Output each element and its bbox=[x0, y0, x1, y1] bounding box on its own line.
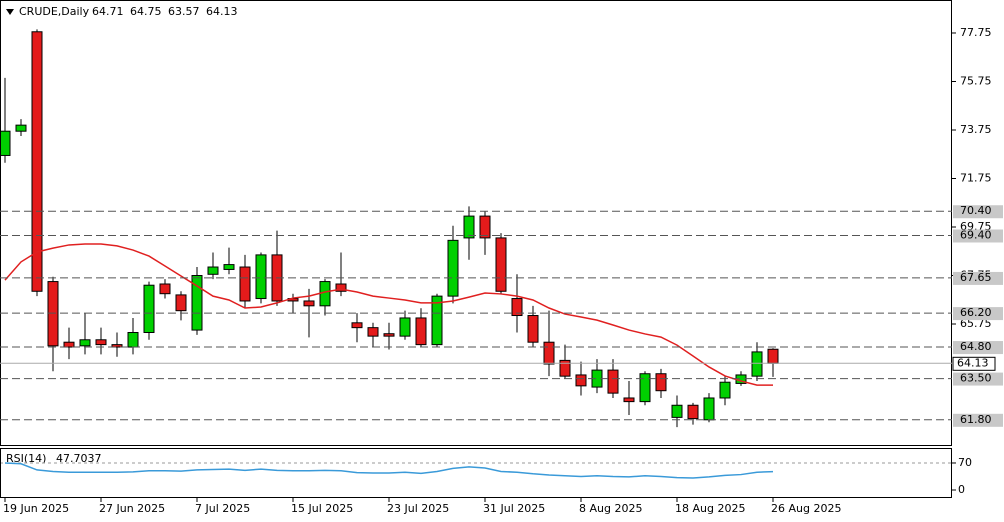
price-label: 64.13 bbox=[957, 356, 989, 369]
candle-body bbox=[367, 327, 379, 337]
x-tick-label: 18 Aug 2025 bbox=[675, 502, 745, 515]
level-box bbox=[953, 205, 1003, 219]
rsi-value: 47.7037 bbox=[56, 452, 102, 465]
moving-average bbox=[4, 243, 773, 386]
candle-body bbox=[111, 344, 123, 348]
candle-body bbox=[95, 339, 107, 346]
level-box bbox=[953, 372, 1003, 386]
candle-body bbox=[47, 281, 59, 347]
x-tick-label: 26 Aug 2025 bbox=[771, 502, 841, 515]
header-open: 64.71 bbox=[92, 5, 124, 18]
candle-body bbox=[383, 333, 395, 337]
candle-body bbox=[527, 315, 539, 343]
candle-body bbox=[191, 275, 203, 331]
candle-body bbox=[239, 266, 251, 302]
candle-body bbox=[719, 381, 731, 399]
candle-body bbox=[623, 397, 635, 403]
y-tick-label: 75.75 bbox=[960, 74, 992, 87]
candle-body bbox=[655, 373, 667, 392]
candle-body bbox=[559, 359, 571, 377]
level-label: 63.50 bbox=[960, 372, 992, 385]
rsi-pane bbox=[0, 448, 952, 498]
candle-body bbox=[703, 397, 715, 421]
level-label: 61.80 bbox=[960, 413, 992, 426]
candle-body bbox=[639, 373, 651, 403]
candle-body bbox=[159, 283, 171, 295]
candle-body bbox=[479, 215, 491, 239]
candle-body bbox=[687, 404, 699, 420]
menu-arrow bbox=[6, 9, 14, 15]
level-box bbox=[953, 271, 1003, 285]
candle-body bbox=[63, 341, 75, 348]
candle-body bbox=[127, 331, 139, 348]
level-label: 64.80 bbox=[960, 340, 992, 353]
x-tick-label: 19 Jun 2025 bbox=[3, 502, 69, 515]
y-tick-label: 70 bbox=[958, 456, 972, 469]
candle-body bbox=[671, 404, 683, 418]
level-label: 66.20 bbox=[960, 306, 992, 319]
candle-body bbox=[319, 281, 331, 307]
candle-body bbox=[431, 295, 443, 346]
y-tick-label: 71.75 bbox=[960, 171, 992, 184]
x-tick-label: 27 Jun 2025 bbox=[99, 502, 165, 515]
y-tick-label: 77.75 bbox=[960, 26, 992, 39]
candle-body bbox=[511, 298, 523, 317]
header-low: 63.57 bbox=[168, 5, 200, 18]
candle-body bbox=[415, 317, 427, 346]
rsi-line bbox=[4, 462, 774, 479]
level-box bbox=[953, 413, 1003, 427]
header-high: 64.75 bbox=[130, 5, 162, 18]
candle-body bbox=[143, 284, 155, 333]
candle-body bbox=[207, 266, 219, 275]
candle-body bbox=[575, 374, 587, 387]
x-tick-label: 8 Aug 2025 bbox=[579, 502, 642, 515]
candle-body bbox=[303, 300, 315, 307]
candle-body bbox=[607, 369, 619, 394]
candle-body bbox=[495, 237, 507, 292]
candle-body bbox=[15, 124, 27, 132]
level-box bbox=[953, 341, 1003, 355]
candle-body bbox=[463, 215, 475, 239]
candle-body bbox=[447, 239, 459, 297]
y-tick-label: 0 bbox=[958, 483, 965, 496]
level-label: 69.40 bbox=[960, 228, 992, 241]
x-tick-label: 23 Jul 2025 bbox=[387, 502, 449, 515]
y-tick-label: 65.75 bbox=[960, 317, 992, 330]
y-tick-label: 73.75 bbox=[960, 123, 992, 136]
level-label: 67.65 bbox=[960, 271, 992, 284]
main-pane bbox=[0, 0, 952, 446]
rsi-title: RSI(14) bbox=[6, 452, 46, 465]
level-box bbox=[953, 307, 1003, 321]
header-close: 64.13 bbox=[206, 5, 238, 18]
x-tick-label: 31 Jul 2025 bbox=[483, 502, 545, 515]
candle-body bbox=[1, 130, 11, 156]
candle-body bbox=[335, 283, 347, 292]
level-box bbox=[953, 229, 1003, 243]
price-box bbox=[952, 356, 996, 371]
candle-body bbox=[751, 351, 763, 377]
symbol: CRUDE,Daily bbox=[19, 5, 90, 18]
x-tick-label: 7 Jul 2025 bbox=[195, 502, 250, 515]
x-tick-label: 15 Jul 2025 bbox=[291, 502, 353, 515]
candle-body bbox=[79, 339, 91, 347]
candle-body bbox=[767, 348, 779, 364]
level-label: 70.40 bbox=[960, 204, 992, 217]
candle-body bbox=[399, 317, 411, 337]
candle-body bbox=[351, 322, 363, 329]
candle-body bbox=[543, 341, 555, 365]
candle-body bbox=[175, 294, 187, 312]
candle-body bbox=[223, 264, 235, 270]
candle-body bbox=[31, 31, 43, 292]
candle-body bbox=[255, 254, 267, 300]
